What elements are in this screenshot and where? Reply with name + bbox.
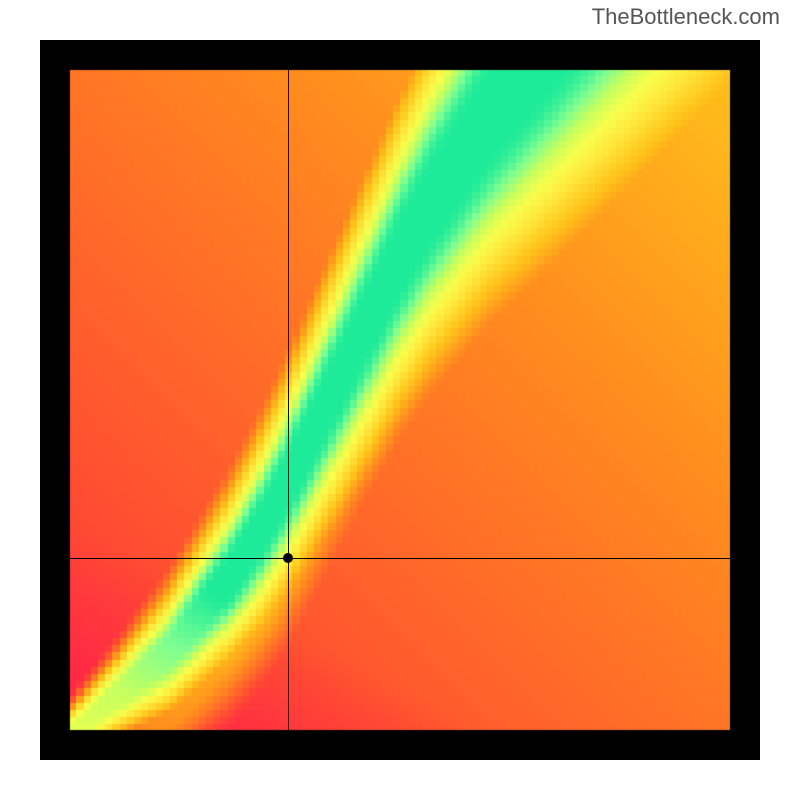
chart-container: TheBottleneck.com (0, 0, 800, 800)
marker-dot (283, 553, 293, 563)
crosshair-vertical (288, 40, 289, 760)
heatmap-canvas (40, 40, 760, 760)
crosshair-horizontal (40, 558, 760, 559)
chart-frame (40, 40, 760, 760)
watermark-text: TheBottleneck.com (592, 4, 780, 30)
